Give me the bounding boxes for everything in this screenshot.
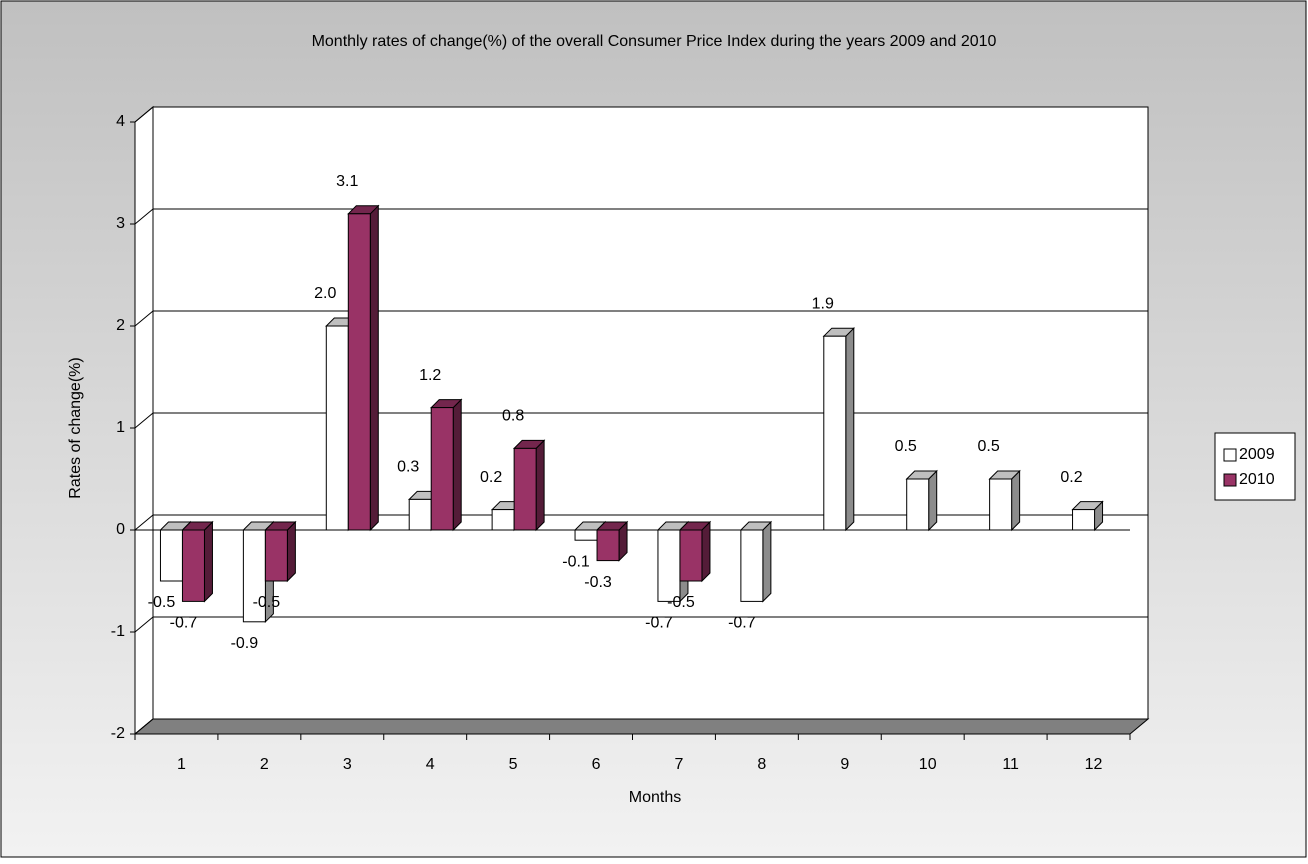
x-tick-label: 7 <box>675 756 684 773</box>
data-label: 2.0 <box>314 285 336 302</box>
bar <box>905 469 938 532</box>
bar-front <box>491 509 515 531</box>
x-tick-label: 4 <box>426 756 435 773</box>
bar <box>430 398 463 532</box>
bar-front <box>159 529 183 582</box>
bar <box>1071 500 1104 532</box>
x-tick-label: 6 <box>592 756 601 773</box>
bar-front <box>823 335 847 531</box>
data-label: -0.7 <box>728 615 756 632</box>
bar <box>822 326 855 532</box>
data-label: 1.2 <box>419 367 441 384</box>
y-tick-label: 3 <box>116 215 125 232</box>
bar <box>264 520 297 583</box>
x-tick-label: 12 <box>1085 756 1103 773</box>
data-label: 0.5 <box>978 438 1000 455</box>
bar <box>988 469 1021 532</box>
grid-line-side <box>134 514 154 531</box>
x-axis-title: Months <box>629 789 681 806</box>
data-label: -0.9 <box>231 635 259 652</box>
bar <box>678 520 712 583</box>
bar-front <box>740 529 764 602</box>
data-label: -0.5 <box>148 594 176 611</box>
data-label: -0.7 <box>645 615 673 632</box>
bar-front <box>679 529 703 582</box>
x-tick-label: 8 <box>757 756 766 773</box>
data-label: -0.5 <box>667 594 695 611</box>
floor <box>133 718 1150 735</box>
bar <box>739 520 773 603</box>
bar-front <box>347 213 371 531</box>
x-tick-label: 10 <box>919 756 937 773</box>
bar-front <box>430 407 454 531</box>
x-tick-label: 1 <box>177 756 186 773</box>
bar-side <box>928 469 938 532</box>
x-tick-label: 11 <box>1002 756 1019 773</box>
grid-line-side <box>134 208 154 225</box>
x-tick-label: 5 <box>509 756 518 773</box>
data-label: 3.1 <box>336 173 358 190</box>
x-tick-label: 3 <box>343 756 352 773</box>
grid-line-side <box>134 106 154 123</box>
bar-side <box>1011 469 1021 532</box>
data-label: -0.1 <box>562 553 590 570</box>
bar <box>512 439 546 532</box>
bar-side <box>845 326 855 532</box>
bar <box>595 520 629 562</box>
bar <box>181 520 214 603</box>
data-label: 0.2 <box>480 469 502 486</box>
data-label: 0.3 <box>397 459 419 476</box>
legend-swatch <box>1223 473 1237 487</box>
grid-line-side <box>134 310 154 327</box>
bar-front <box>989 478 1013 531</box>
bar-side <box>535 439 545 532</box>
chart-title: Monthly rates of change(%) of the overal… <box>312 33 997 50</box>
grid-line-side <box>134 412 154 429</box>
bar-front <box>408 498 432 531</box>
legend <box>1214 432 1296 501</box>
grid-line-side <box>134 718 154 735</box>
bar-side <box>701 520 711 583</box>
y-tick-label: -2 <box>111 725 125 742</box>
bar-front <box>906 478 930 531</box>
bar-side <box>762 520 772 603</box>
y-axis-title: Rates of change(%) <box>67 357 84 498</box>
bar-side <box>452 398 462 532</box>
bar-front <box>325 325 349 531</box>
bar-front <box>264 529 288 582</box>
y-tick-label: 0 <box>116 521 125 538</box>
x-tick-label: 9 <box>840 756 849 773</box>
bar-side <box>369 204 379 532</box>
y-tick-label: 2 <box>116 317 125 334</box>
y-tick-label: -1 <box>111 623 125 640</box>
bar <box>347 204 380 532</box>
bar-front <box>657 529 681 602</box>
data-label: 0.5 <box>895 438 917 455</box>
data-label: -0.5 <box>253 594 281 611</box>
bar-front <box>1072 509 1096 531</box>
legend-label: 2009 <box>1239 446 1275 463</box>
bar-front <box>596 529 620 562</box>
bar-front <box>181 529 205 602</box>
y-tick-label: 4 <box>116 113 125 130</box>
data-label: -0.3 <box>584 574 612 591</box>
data-label: 0.8 <box>502 408 524 425</box>
bar-front <box>574 529 598 541</box>
bar-side <box>286 520 296 583</box>
bar-front <box>513 447 537 531</box>
data-label: 1.9 <box>812 295 834 312</box>
x-tick-label: 2 <box>260 756 269 773</box>
grid-line-side <box>134 616 154 633</box>
data-label: 0.2 <box>1060 469 1082 486</box>
legend-label: 2010 <box>1239 471 1275 488</box>
data-label: -0.7 <box>170 615 198 632</box>
legend-swatch <box>1223 448 1237 462</box>
y-tick-label: 1 <box>116 419 125 436</box>
bar-side <box>203 520 213 603</box>
